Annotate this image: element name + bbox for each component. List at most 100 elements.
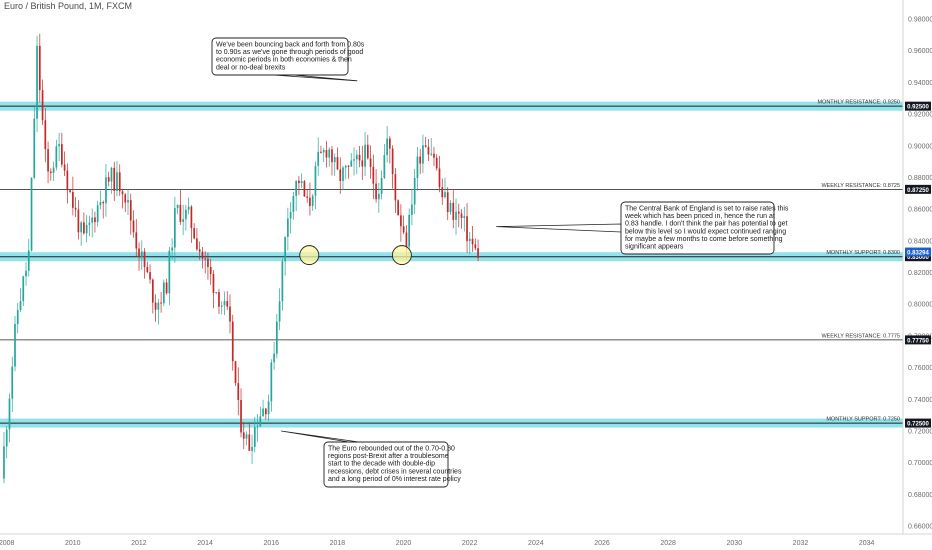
- candle-body: [353, 159, 355, 161]
- candle-body: [240, 400, 242, 433]
- candle-body: [372, 166, 375, 184]
- x-tick-label-5: 2018: [330, 540, 346, 547]
- candle-body: [284, 236, 286, 262]
- candle-body: [204, 258, 207, 260]
- x-tick-label-7: 2022: [462, 540, 478, 547]
- x-tick-label-6: 2020: [396, 540, 412, 547]
- candle-body: [69, 190, 71, 192]
- callout-text-1-0: The Central Bank of England is set to ra…: [625, 206, 789, 213]
- x-tick-label-3: 2014: [197, 540, 213, 547]
- candle-body: [63, 164, 66, 171]
- candle-body: [107, 177, 110, 182]
- candle-body: [430, 153, 433, 155]
- candle-body: [322, 150, 325, 153]
- candle-body: [96, 205, 99, 223]
- candle-body: [196, 238, 198, 250]
- candle-body: [105, 177, 107, 204]
- candle-body: [198, 249, 201, 252]
- candle-body: [264, 408, 267, 415]
- candle-body: [402, 226, 405, 233]
- level-layer: MONTHLY RESISTANCE: 0.9250 WEEKLY RESISTA…: [0, 100, 903, 428]
- y-tick-label-11: 0.88000: [908, 175, 932, 182]
- candle-body: [16, 310, 19, 325]
- candle-body: [215, 292, 218, 294]
- candle-body: [350, 160, 353, 167]
- candle-body: [314, 165, 317, 196]
- candle-body: [452, 202, 455, 220]
- y-tick-label-10: 0.86000: [908, 207, 932, 214]
- candle-body: [361, 160, 364, 167]
- candle-body: [49, 171, 52, 173]
- candle-body: [129, 200, 132, 221]
- candle-body: [168, 250, 171, 294]
- candle-body: [400, 215, 402, 227]
- candle-body: [179, 204, 182, 222]
- candle-body: [309, 197, 311, 206]
- candle-body: [444, 192, 446, 198]
- candle-body: [116, 172, 118, 192]
- callout-layer: We've been bouncing back and forth from …: [211, 37, 789, 488]
- candle-body: [47, 149, 49, 172]
- candle-body: [460, 213, 463, 218]
- candle-body: [110, 167, 113, 182]
- candle-body: [267, 401, 270, 415]
- candle-body: [113, 167, 116, 192]
- y-tick-label-15: 0.96000: [908, 48, 932, 55]
- y-tick-label-9: 0.84000: [908, 238, 932, 245]
- candle-body: [154, 302, 157, 310]
- candle-body: [364, 144, 366, 167]
- last-price-badge: [905, 247, 931, 257]
- candle-body: [342, 167, 344, 181]
- candle-body: [55, 146, 58, 168]
- candle-body: [419, 156, 422, 164]
- candle-body: [36, 45, 38, 119]
- candle-body: [209, 266, 212, 275]
- level-badge-text-1: 0.87250: [907, 188, 929, 194]
- candle-body: [33, 118, 36, 178]
- candle-body: [88, 222, 91, 225]
- level-badge-2: [905, 252, 931, 262]
- candle-body: [441, 187, 444, 198]
- candle-body: [25, 270, 27, 277]
- candle-body: [289, 211, 292, 219]
- candle-body: [433, 153, 435, 158]
- x-tick-label-4: 2016: [263, 540, 279, 547]
- candle-body: [405, 232, 408, 247]
- candle-body: [424, 145, 427, 147]
- candle-body: [185, 209, 187, 220]
- candle-body: [259, 416, 262, 427]
- candle-body: [162, 282, 165, 304]
- candle-body: [416, 156, 419, 179]
- candle-body: [331, 149, 333, 163]
- candle-body: [275, 321, 278, 354]
- level-badge-3: [905, 335, 931, 345]
- y-tick-label-3: 0.72000: [908, 429, 932, 436]
- candle-body: [438, 168, 441, 188]
- candle-body: [80, 222, 83, 233]
- candle-body: [251, 446, 253, 451]
- candle-body: [333, 157, 336, 163]
- level-badge-text-2: 0.83000: [907, 255, 929, 261]
- y-tick-label-16: 0.98000: [908, 17, 932, 24]
- candle-body: [5, 429, 8, 447]
- candle-body: [171, 247, 173, 251]
- candle-body: [229, 306, 231, 322]
- candle-body: [328, 149, 331, 158]
- y-tick-label-7: 0.80000: [908, 302, 932, 309]
- callout-text-0-3: deal or no-deal brexits: [216, 64, 286, 71]
- candle-body: [218, 292, 220, 307]
- callout-text-2-3: recessions, debt crises in several count…: [328, 468, 462, 475]
- candle-body: [270, 362, 273, 402]
- level-badge-4: [905, 418, 931, 428]
- candle-body: [245, 434, 248, 439]
- x-tick-label-10: 2028: [660, 540, 676, 547]
- candle-body: [471, 238, 474, 245]
- candle-body: [336, 157, 339, 170]
- level-label-1: WEEKLY RESISTANCE: 0.8725: [821, 183, 900, 189]
- candle-body: [446, 192, 449, 213]
- candle-body: [435, 157, 438, 169]
- candle-body: [306, 196, 309, 198]
